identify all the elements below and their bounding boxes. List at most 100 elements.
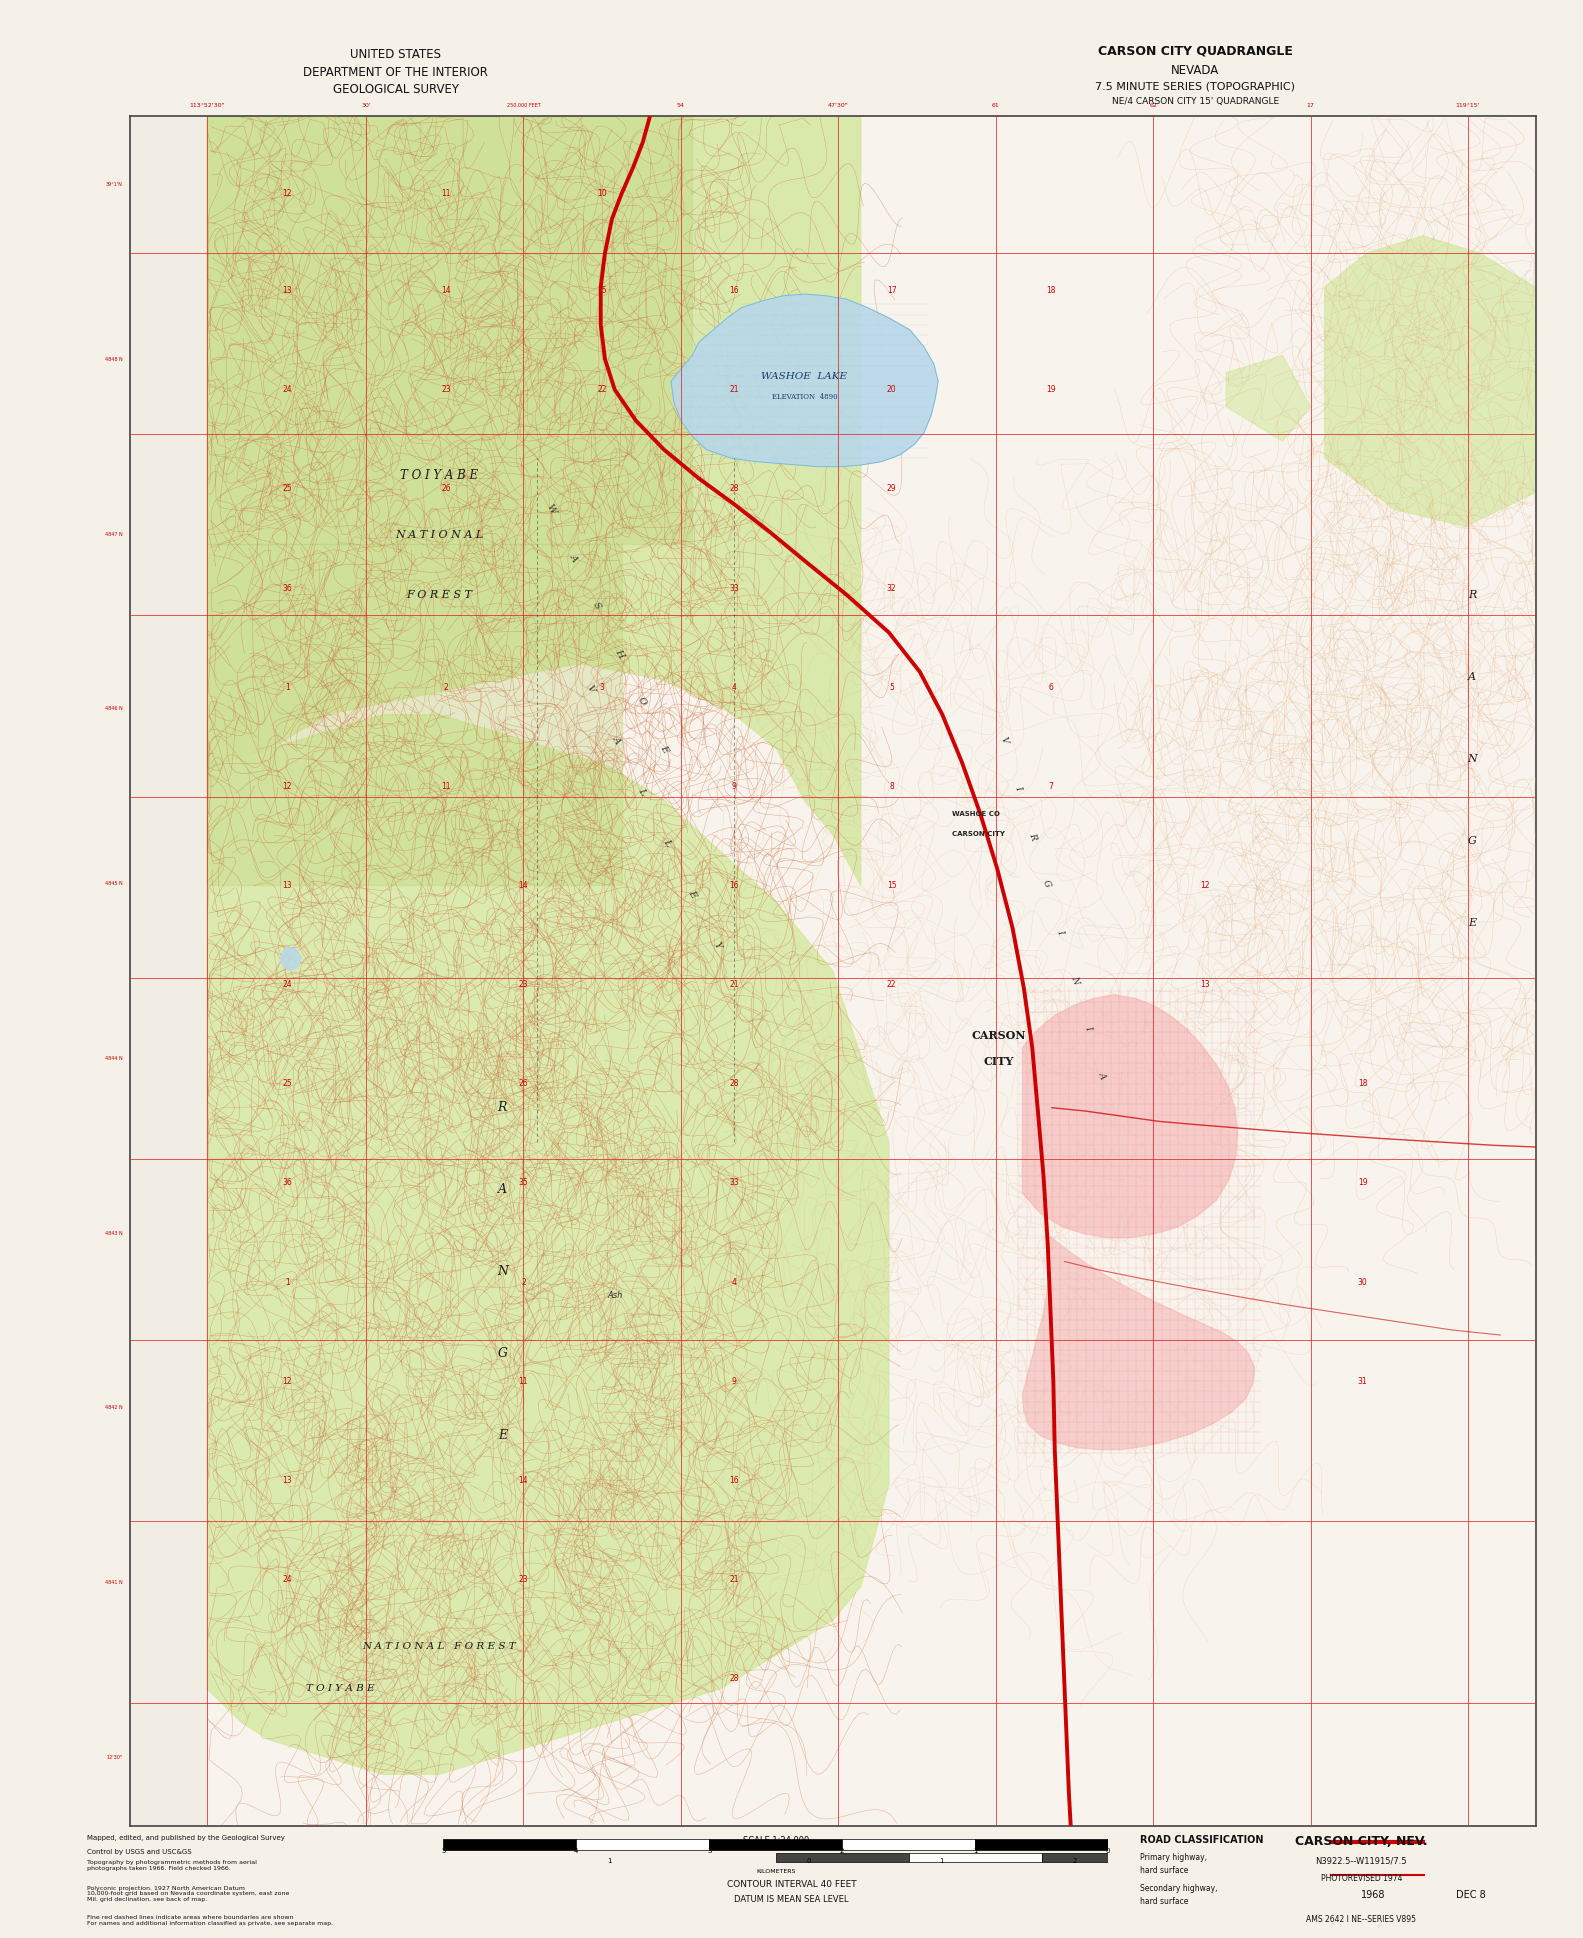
Text: 21: 21 [730,1576,739,1583]
Text: 23: 23 [519,981,529,988]
Text: CARSON CITY, NEV.: CARSON CITY, NEV. [1295,1835,1428,1849]
Text: NEVADA: NEVADA [1171,64,1219,78]
Text: R: R [1467,589,1477,601]
Text: Polyconic projection. 1927 North American Datum
10,000-foot grid based on Nevada: Polyconic projection. 1927 North America… [87,1886,290,1903]
Text: 4845 N: 4845 N [104,882,123,886]
Text: GEOLOGICAL SURVEY: GEOLOGICAL SURVEY [332,83,459,97]
Text: 12: 12 [282,1376,291,1386]
Text: 30: 30 [1358,1277,1368,1287]
Text: 1: 1 [285,1277,290,1287]
Text: A: A [568,552,579,562]
Polygon shape [207,116,861,886]
Bar [975,1839,1108,1851]
Text: E: E [497,1430,507,1442]
Text: 250,000 FEET: 250,000 FEET [507,103,540,109]
Text: 0: 0 [807,1859,810,1864]
Text: 24: 24 [282,386,291,393]
Text: 2: 2 [841,1849,844,1855]
Text: 4: 4 [575,1849,578,1855]
Text: 28: 28 [730,1079,739,1089]
Text: N3922.5--W11915/7.5: N3922.5--W11915/7.5 [1315,1857,1407,1866]
Text: 12: 12 [282,781,291,791]
Text: WASHOE CO: WASHOE CO [951,810,1000,816]
Text: 26: 26 [519,1079,529,1089]
Text: 14: 14 [519,882,529,890]
Bar [130,116,207,1826]
Text: 4848 N: 4848 N [104,357,123,362]
Bar [909,1853,1042,1862]
Text: 4847 N: 4847 N [104,531,123,537]
Text: 36: 36 [282,583,293,593]
Text: 29: 29 [886,484,896,494]
Text: H: H [613,647,625,659]
Text: N: N [1467,754,1477,764]
Text: NE/4 CARSON CITY 15' QUADRANGLE: NE/4 CARSON CITY 15' QUADRANGLE [1111,97,1279,107]
Text: 32: 32 [886,583,896,593]
Polygon shape [207,715,890,1775]
Text: WASHOE  LAKE: WASHOE LAKE [761,372,847,380]
Text: O: O [636,696,647,707]
Text: N: N [497,1266,508,1279]
Polygon shape [1325,236,1536,527]
Text: 24: 24 [282,981,291,988]
Text: 28: 28 [730,1674,739,1682]
Text: E: E [659,744,670,754]
Text: 16: 16 [730,882,739,890]
Text: 1968: 1968 [1361,1890,1385,1899]
Text: CARSON CITY QUADRANGLE: CARSON CITY QUADRANGLE [1097,45,1293,58]
Text: 4: 4 [731,1277,736,1287]
Text: 62: 62 [1149,103,1157,109]
Text: Primary highway,: Primary highway, [1140,1853,1206,1862]
Text: DEPARTMENT OF THE INTERIOR: DEPARTMENT OF THE INTERIOR [304,66,488,79]
Text: PHOTOREVISED 1974: PHOTOREVISED 1974 [1320,1874,1403,1884]
Polygon shape [1023,1236,1254,1450]
Text: Mapped, edited, and published by the Geological Survey: Mapped, edited, and published by the Geo… [87,1835,285,1841]
Text: Fine red dashed lines indicate areas where boundaries are shown
For names and ad: Fine red dashed lines indicate areas whe… [87,1915,332,1926]
Text: 20: 20 [886,386,896,393]
Text: 4844 N: 4844 N [104,1056,123,1060]
Text: I: I [1013,785,1023,791]
Text: 4842 N: 4842 N [104,1405,123,1411]
Text: 11: 11 [442,188,451,198]
Polygon shape [1023,994,1238,1238]
Text: 26: 26 [442,484,451,494]
Polygon shape [671,295,939,467]
Text: A: A [611,735,622,746]
Text: 33: 33 [730,1178,739,1188]
Text: 0: 0 [1107,1849,1110,1855]
Text: 31: 31 [1358,1376,1368,1386]
Text: 25: 25 [282,1079,291,1089]
Bar [443,1839,576,1851]
Bar [709,1839,842,1851]
Text: 25: 25 [282,484,291,494]
Text: 33: 33 [730,583,739,593]
Text: 23: 23 [442,386,451,393]
Text: Secondary highway,: Secondary highway, [1140,1884,1217,1893]
Text: 30': 30' [361,103,370,109]
Text: 6: 6 [1048,682,1053,692]
Text: 17: 17 [1306,103,1314,109]
Text: A: A [1469,672,1477,682]
Text: 19: 19 [1358,1178,1368,1188]
Text: 3: 3 [600,682,605,692]
Text: 1: 1 [285,682,290,692]
Text: 19: 19 [1046,386,1056,393]
Text: N: N [1069,975,1080,985]
Text: 3: 3 [708,1849,711,1855]
Text: CARSON CITY: CARSON CITY [951,831,1005,837]
Text: AMS 2642 I NE--SERIES V895: AMS 2642 I NE--SERIES V895 [1306,1915,1417,1924]
Text: 14: 14 [442,287,451,295]
Text: 8: 8 [890,781,894,791]
Text: 22: 22 [597,386,606,393]
Text: 2: 2 [443,682,448,692]
Text: 11: 11 [519,1376,529,1386]
Text: 4843 N: 4843 N [104,1231,123,1236]
Text: T O I Y A B E: T O I Y A B E [400,469,478,483]
Text: 1: 1 [608,1859,611,1864]
Text: CARSON: CARSON [972,1031,1026,1041]
Text: Topography by photogrammetric methods from aerial
photographs taken 1966. Field : Topography by photogrammetric methods fr… [87,1860,256,1872]
Text: E: E [1467,919,1477,928]
Text: A: A [497,1184,507,1196]
Text: SCALE 1:24 000: SCALE 1:24 000 [742,1835,809,1845]
Bar [576,1839,709,1851]
